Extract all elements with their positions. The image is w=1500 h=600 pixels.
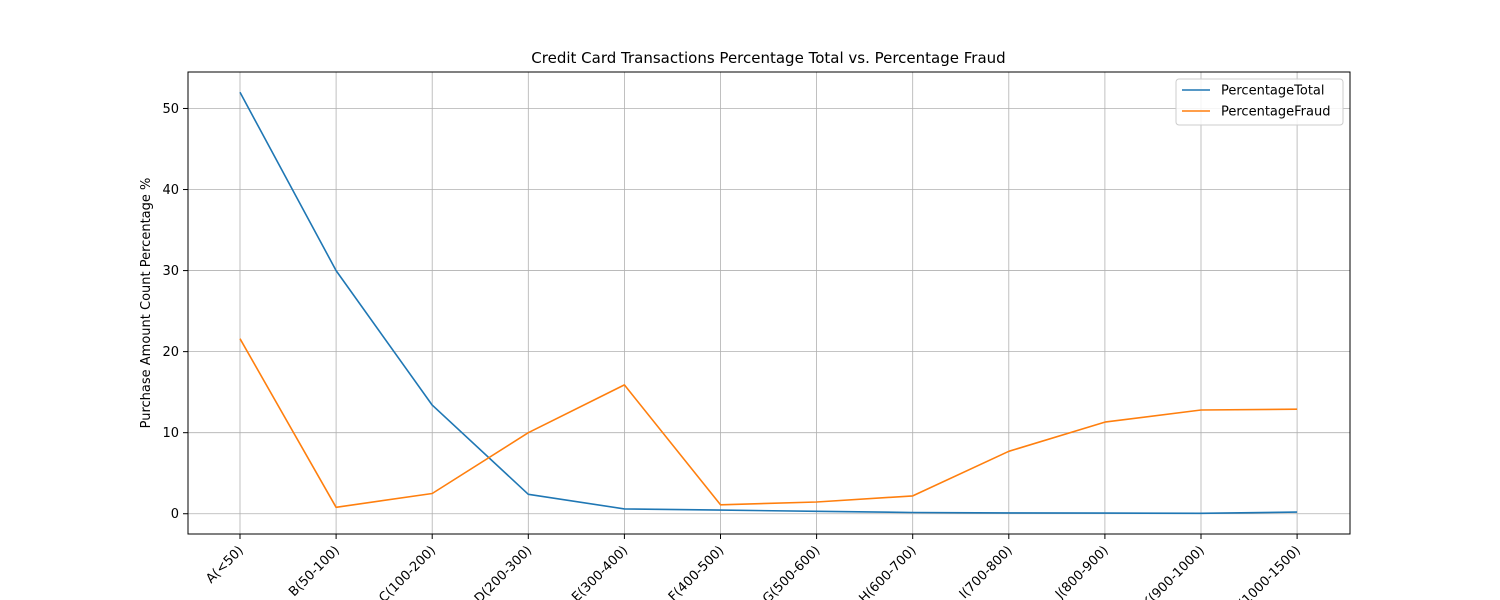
series-layer bbox=[239, 91, 1298, 515]
x-tick-label: B(50-100) bbox=[286, 543, 343, 600]
series-line-percentagefraud bbox=[239, 338, 1298, 509]
x-tick-label: D(200-300) bbox=[472, 543, 535, 600]
x-tick-label: J(800-900) bbox=[1052, 543, 1112, 600]
chart-title: Credit Card Transactions Percentage Tota… bbox=[531, 49, 1005, 67]
legend-box bbox=[1175, 78, 1344, 126]
legend-label: PercentageTotal bbox=[1221, 84, 1325, 99]
y-tick-label: 10 bbox=[162, 426, 179, 441]
y-tick-label: 40 bbox=[162, 183, 179, 198]
series-line-percentagetotal bbox=[239, 91, 1298, 515]
x-tick-label: I(700-800) bbox=[957, 543, 1016, 600]
x-tick-label: K(900-1000) bbox=[1140, 543, 1208, 600]
x-tick-label: C(100-200) bbox=[376, 543, 439, 600]
legend: PercentageTotal PercentageFraud bbox=[1175, 78, 1344, 126]
grid-lines bbox=[188, 72, 1350, 534]
y-tick-label: 50 bbox=[162, 102, 179, 117]
y-axis: 0 10 20 30 40 50 bbox=[162, 102, 188, 522]
x-tick-label: F(400-500) bbox=[666, 543, 727, 600]
x-axis: A(<50) B(50-100) C(100-200) D(200-300) E(300… bbox=[203, 534, 1304, 600]
legend-label: PercentageFraud bbox=[1221, 105, 1330, 120]
x-tick-label: A(<50) bbox=[203, 543, 246, 586]
y-tick-label: 0 bbox=[171, 507, 179, 522]
x-tick-label: H(600-700) bbox=[856, 543, 919, 600]
x-tick-label: G(500-600) bbox=[760, 543, 823, 600]
y-tick-label: 20 bbox=[162, 345, 179, 360]
x-tick-label: E(300-400) bbox=[569, 543, 631, 600]
y-axis-label: Purchase Amount Count Percentage % bbox=[139, 178, 154, 429]
x-tick-label: L(1000-1500) bbox=[1231, 543, 1304, 600]
y-tick-label: 30 bbox=[162, 264, 179, 279]
plot-frame bbox=[187, 71, 1351, 535]
